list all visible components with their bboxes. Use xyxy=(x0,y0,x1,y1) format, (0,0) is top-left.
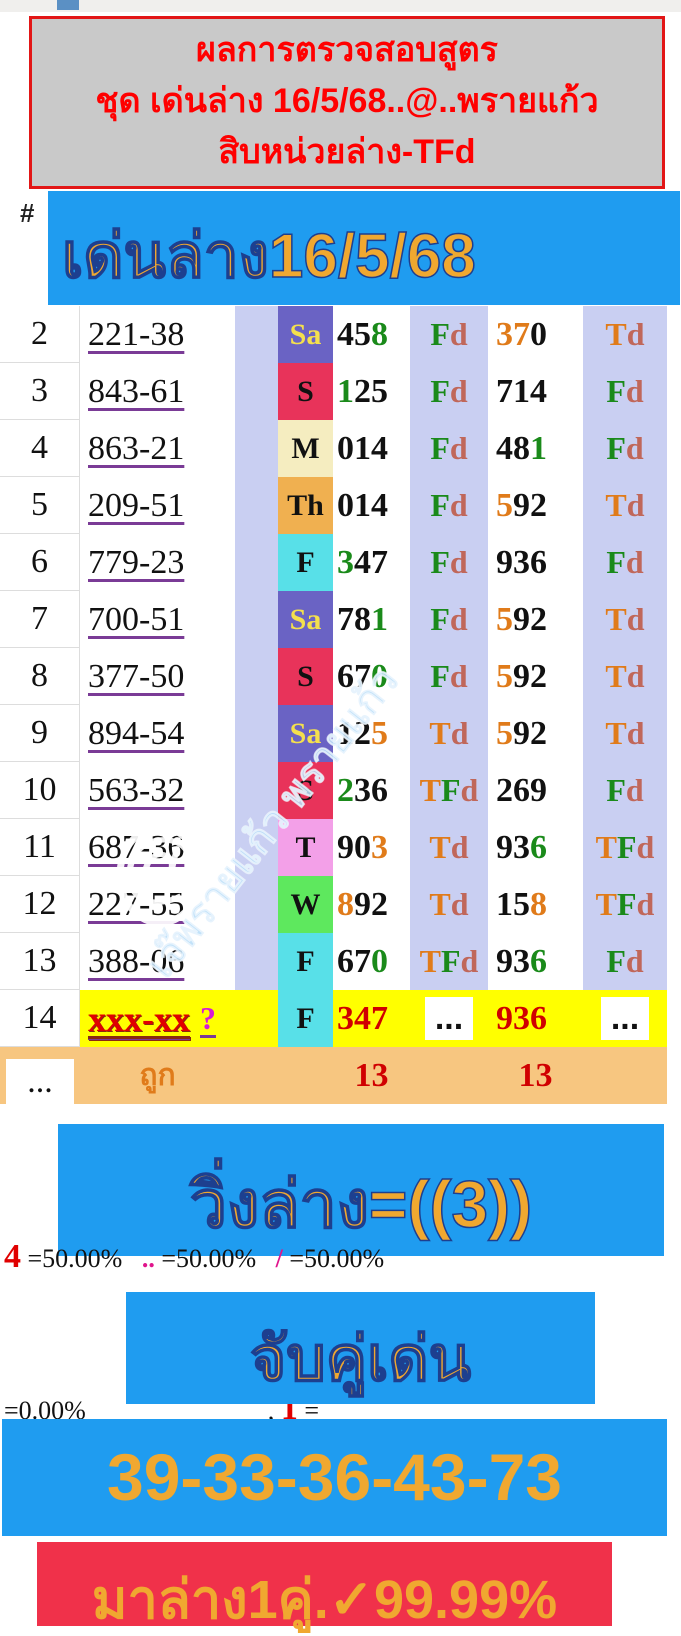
svg-text:@: @ xyxy=(122,822,198,910)
